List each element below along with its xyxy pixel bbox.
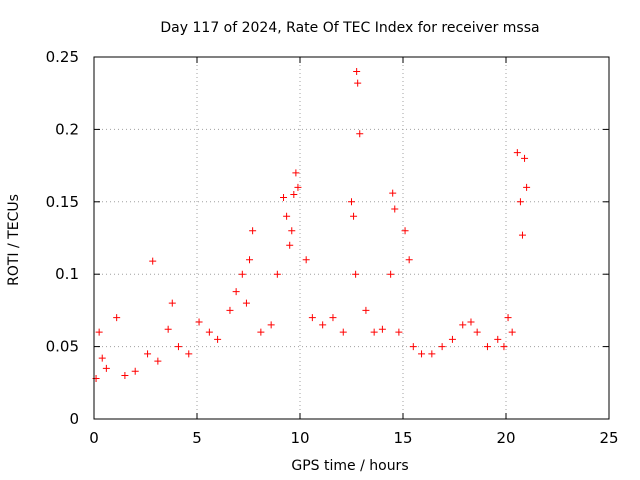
data-points [92, 67, 531, 382]
data-point [238, 270, 246, 278]
data-point [154, 357, 162, 365]
x-tick-label: 10 [290, 429, 309, 447]
data-point [121, 372, 129, 380]
x-tick-label: 5 [192, 429, 202, 447]
chart-title: Day 117 of 2024, Rate Of TEC Index for r… [160, 20, 539, 36]
y-tick-label: 0.2 [55, 120, 79, 138]
data-point [483, 343, 491, 351]
data-point [294, 183, 302, 191]
data-point [131, 367, 139, 375]
data-point [494, 335, 502, 343]
data-point [354, 79, 362, 87]
data-point [467, 318, 475, 326]
data-point [95, 328, 103, 336]
data-point [339, 328, 347, 336]
data-point [319, 321, 327, 329]
data-point [370, 328, 378, 336]
data-point [144, 350, 152, 358]
data-point [149, 257, 157, 265]
data-point [389, 189, 397, 197]
data-point [516, 198, 524, 206]
data-point [242, 299, 250, 307]
data-point [504, 314, 512, 322]
data-point [513, 149, 521, 157]
data-point [473, 328, 481, 336]
data-point [500, 343, 508, 351]
data-point [459, 321, 467, 329]
y-axis-ticks: 0 0.05 0.1 0.15 0.2 0.25 [46, 48, 609, 428]
data-point [195, 318, 203, 326]
data-point [168, 299, 176, 307]
data-point [523, 183, 531, 191]
data-point [113, 314, 121, 322]
data-point [226, 306, 234, 314]
x-tick-label: 15 [393, 429, 412, 447]
x-tick-label: 20 [496, 429, 515, 447]
data-point [205, 328, 213, 336]
y-tick-label: 0.1 [55, 265, 79, 283]
data-point [283, 212, 291, 220]
data-point [288, 227, 296, 235]
data-point [428, 350, 436, 358]
data-point [290, 191, 298, 199]
data-point [418, 350, 426, 358]
y-tick-label: 0.15 [46, 193, 79, 211]
y-tick-label: 0.25 [46, 48, 79, 66]
data-point [102, 364, 110, 372]
y-tick-label: 0 [69, 410, 79, 428]
data-point [508, 328, 516, 336]
x-axis-label: GPS time / hours [291, 458, 408, 474]
data-point [521, 154, 529, 162]
grid-lines [94, 57, 609, 419]
data-point [286, 241, 294, 249]
y-axis-label: ROTI / TECUs [6, 194, 22, 286]
data-point [387, 270, 395, 278]
data-point [249, 227, 257, 235]
x-tick-label: 0 [89, 429, 99, 447]
data-point [214, 335, 222, 343]
data-point [246, 256, 254, 264]
data-point [438, 343, 446, 351]
data-point [405, 256, 413, 264]
data-point [350, 212, 358, 220]
data-point [280, 193, 288, 201]
data-point [391, 205, 399, 213]
data-point [232, 288, 240, 296]
data-point [308, 314, 316, 322]
data-point [409, 343, 417, 351]
data-point [448, 335, 456, 343]
data-point [267, 321, 275, 329]
x-axis-ticks: 0 5 10 15 20 25 [89, 57, 619, 447]
data-point [273, 270, 281, 278]
data-point [378, 325, 386, 333]
y-tick-label: 0.05 [46, 338, 79, 356]
data-point [164, 325, 172, 333]
data-point [292, 169, 300, 177]
data-point [348, 198, 355, 206]
data-point [518, 231, 526, 239]
data-point [257, 328, 265, 336]
data-point [401, 227, 409, 235]
data-point [362, 306, 370, 314]
data-point [174, 343, 182, 351]
data-point [353, 67, 361, 75]
data-point [352, 270, 360, 278]
data-point [329, 314, 337, 322]
x-tick-label: 25 [599, 429, 618, 447]
data-point [185, 350, 193, 358]
data-point [302, 256, 310, 264]
data-point [356, 130, 364, 138]
data-point [98, 354, 106, 362]
plot-frame [93, 56, 610, 420]
data-point [395, 328, 403, 336]
